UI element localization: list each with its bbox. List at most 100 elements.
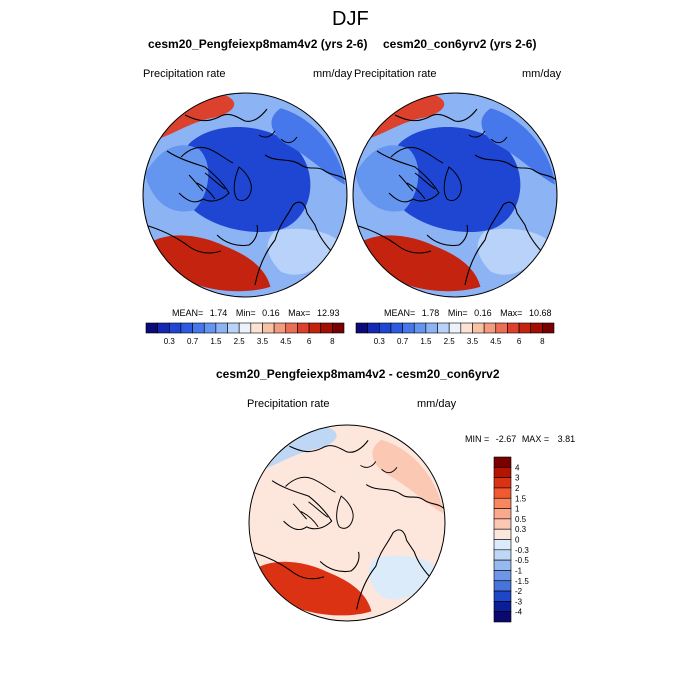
- colorbar-tick-label: -4: [515, 608, 523, 617]
- colorbar-tick-label: -1: [515, 566, 523, 575]
- colorbar-swatch: [493, 487, 512, 499]
- colorbar-swatch: [157, 322, 170, 334]
- region-arctic-ocean: [388, 127, 521, 232]
- colorbar-tick-label: 4: [515, 463, 520, 472]
- colorbar-swatch: [402, 322, 415, 334]
- panel2-units-label: mm/day: [522, 68, 562, 80]
- colorbar-tick-label: -0.5: [515, 556, 529, 565]
- colorbar-tick-label: 1.5: [515, 494, 527, 503]
- panel1-min-label: Min=: [235, 308, 256, 318]
- colorbar-swatch: [367, 322, 380, 334]
- colorbar-swatch: [437, 322, 450, 334]
- colorbar-swatch: [355, 322, 368, 334]
- panel3-map: [248, 424, 446, 622]
- map-boundary: [352, 92, 558, 298]
- colorbar-tick-label: 6: [517, 337, 522, 346]
- colorbar-swatch: [493, 611, 512, 623]
- panel1-units-label: mm/day: [313, 68, 353, 80]
- colorbar-tick-label: 0.3: [515, 525, 527, 534]
- panel1-mean-label: MEAN=: [172, 308, 204, 318]
- panel2-map: [352, 92, 558, 298]
- panel1-map: [142, 92, 348, 298]
- colorbar-tick-label: 2.5: [234, 337, 246, 346]
- colorbar-tick-label: -3: [515, 597, 523, 606]
- colorbars: 0.3 0.7 1.5 2.5 3.5 4.5 6 8 0.3 0.7 1.5 2.5 3.5 4.5 6 8…: [145, 322, 555, 623]
- region-north-pacific-storm-track: [263, 426, 337, 470]
- panel1-stats: MEAN= 1.74 Min= 0.16 Max= 12.93: [172, 308, 339, 318]
- region-north-america: [145, 145, 209, 212]
- colorbar-tick-label: -1.5: [515, 577, 529, 586]
- colorbar-swatch: [203, 322, 217, 334]
- colorbar-swatch: [390, 322, 403, 334]
- colorbar-swatch: [493, 456, 512, 468]
- panel1-min-value: 0.16: [262, 308, 280, 318]
- colorbar-swatch: [493, 580, 512, 592]
- colorbar-swatch: [448, 322, 462, 334]
- colorbar-swatch: [493, 497, 512, 509]
- colorbar-swatch: [250, 322, 263, 334]
- panel3-min-label: MIN =: [465, 434, 490, 444]
- panel1-colorbar: 0.3 0.7 1.5 2.5 3.5 4.5 6 8: [145, 322, 345, 346]
- panel3-min-value: -2.67: [495, 434, 517, 444]
- colorbar-tick-label: 0: [515, 536, 520, 545]
- colorbar-swatch: [495, 322, 508, 334]
- colorbar-tick-label: 0.3: [374, 337, 386, 346]
- panel2-mean-label: MEAN=: [384, 308, 416, 318]
- panel2-stats: MEAN= 1.78 Min= 0.16 Max= 10.68: [384, 308, 551, 318]
- colorbar-swatch: [145, 322, 158, 334]
- colorbar-swatch: [518, 322, 532, 334]
- panel2-title: cesm20_con6yrv2 (yrs 2-6): [383, 37, 537, 51]
- panel3-max-label: MAX =: [521, 434, 550, 444]
- panel2-min-label: Min=: [447, 308, 468, 318]
- panel2-max-label: Max=: [500, 308, 523, 318]
- region-north-america: [355, 145, 419, 212]
- colorbar-swatch: [542, 322, 555, 334]
- colorbar-tick-label: 0.5: [515, 515, 527, 524]
- region-siberia: [481, 108, 555, 185]
- region-siberia: [372, 439, 444, 514]
- colorbar-swatch: [483, 322, 497, 334]
- colorbar-swatch: [378, 322, 392, 334]
- colorbar-swatch: [238, 322, 252, 334]
- region-north-pacific-storm-track: [158, 95, 235, 139]
- colorbar-swatch: [262, 322, 275, 334]
- panel1-max-label: Max=: [288, 308, 311, 318]
- colorbar-tick-label: 6: [307, 337, 312, 346]
- colorbar-tick-label: 0.3: [164, 337, 176, 346]
- panel3-units-label: mm/day: [417, 398, 457, 410]
- panel2-mean-value: 1.78: [421, 308, 440, 318]
- panel1-title: cesm20_Pengfeiexp8mam4v2 (yrs 2-6): [148, 37, 368, 51]
- colorbar-swatch: [493, 590, 512, 602]
- colorbar-swatch: [493, 549, 512, 561]
- panel2-max-value: 10.68: [528, 308, 552, 318]
- colorbar-swatch: [493, 508, 512, 520]
- colorbar-tick-label: 1.5: [210, 337, 222, 346]
- colorbar-swatch: [215, 322, 228, 334]
- region-siberia: [271, 108, 345, 185]
- colorbar-swatch: [425, 322, 438, 334]
- colorbar-swatch: [227, 322, 240, 334]
- colorbar-swatch: [192, 322, 205, 334]
- panel3-title: cesm20_Pengfeiexp8mam4v2 - cesm20_con6yr…: [216, 367, 500, 381]
- colorbar-swatch: [493, 570, 512, 582]
- colorbar-tick-label: 3.5: [467, 337, 479, 346]
- panel2-min-value: 0.16: [474, 308, 492, 318]
- colorbar-swatch: [285, 322, 298, 334]
- colorbar-swatch: [493, 467, 512, 478]
- colorbar-tick-label: 0.7: [397, 337, 409, 346]
- colorbar-tick-label: 3: [515, 474, 520, 483]
- colorbar-swatch: [493, 528, 512, 540]
- colorbar-swatch: [493, 518, 512, 530]
- colorbar-swatch: [493, 477, 512, 489]
- map-boundary: [248, 424, 446, 622]
- colorbar-tick-label: 8: [330, 337, 335, 346]
- colorbar-swatch: [530, 322, 543, 334]
- colorbar-swatch: [308, 322, 322, 334]
- region-europe: [477, 228, 549, 275]
- colorbar-swatch: [297, 322, 310, 334]
- panel3-colorbar: 4 321.5 10.50.3 0-0.3-0.5-1 -1.5-2-3 -4: [493, 456, 529, 623]
- panel3-variable-label: Precipitation rate: [247, 398, 330, 410]
- panel1-mean-value: 1.74: [209, 308, 228, 318]
- region-arctic-ocean: [282, 457, 410, 559]
